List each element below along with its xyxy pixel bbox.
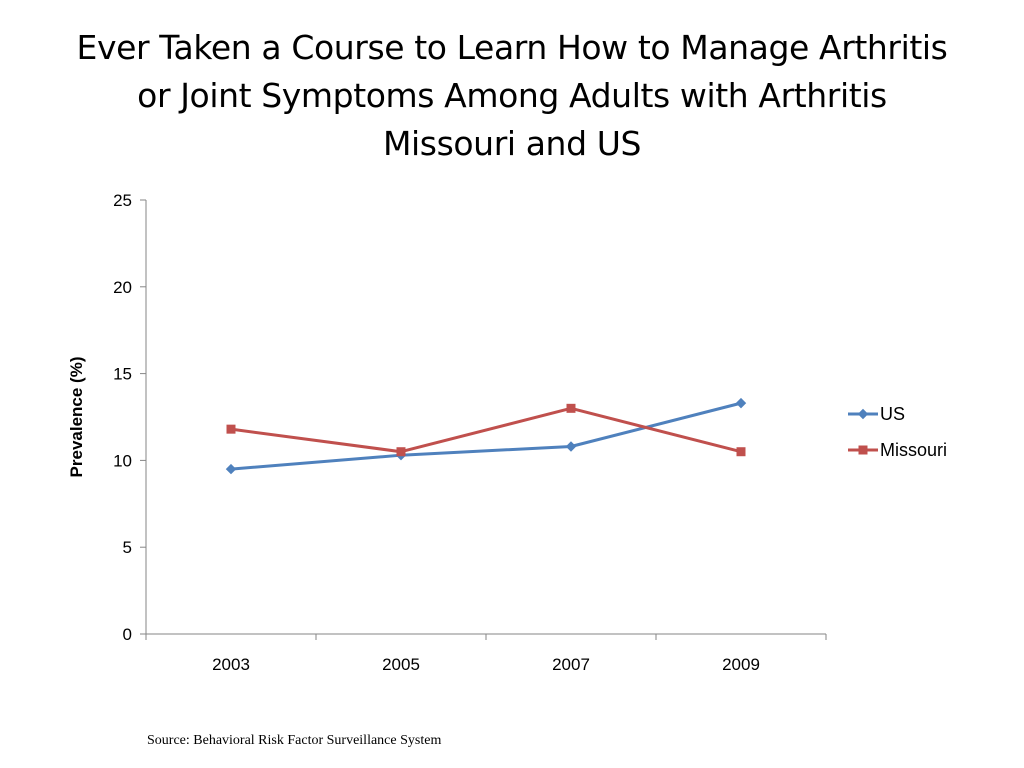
y-tick-label-0: 0 [123,625,132,644]
y-tick-label-25: 25 [113,191,132,210]
legend-label-us: US [880,404,905,424]
point-missouri-2005 [396,447,406,457]
x-tick-label-2005: 2005 [382,655,420,674]
x-tick-label-2003: 2003 [212,655,250,674]
y-tick-label-10: 10 [113,451,132,470]
title-line-1: Ever Taken a Course to Learn How to Mana… [76,28,948,67]
x-tick-label-2009: 2009 [722,655,760,674]
y-tick-label-5: 5 [123,538,132,557]
y-axis-label: Prevalence (%) [67,357,86,478]
y-tick-label-20: 20 [113,278,132,297]
point-us-2003 [225,463,237,475]
source-note: Source: Behavioral Risk Factor Surveilla… [147,733,442,748]
point-missouri-2003 [226,424,236,434]
legend-label-missouri: Missouri [880,440,947,460]
title-line-2: or Joint Symptoms Among Adults with Arth… [137,76,887,115]
point-us-2009 [735,397,747,409]
point-us-2007 [565,441,577,452]
title-line-3: Missouri and US [382,124,642,163]
point-missouri-2009 [736,447,746,457]
series-line-missouri [229,406,743,454]
point-missouri-2007 [566,403,576,413]
slide-title: Ever Taken a Course to Learn How to Mana… [0,24,1024,168]
legend-marker-missouri [858,445,868,455]
x-tick-label-2007: 2007 [552,655,590,674]
legend-marker-us [857,408,869,420]
y-tick-label-15: 15 [113,365,132,384]
series-line-us [229,401,743,471]
